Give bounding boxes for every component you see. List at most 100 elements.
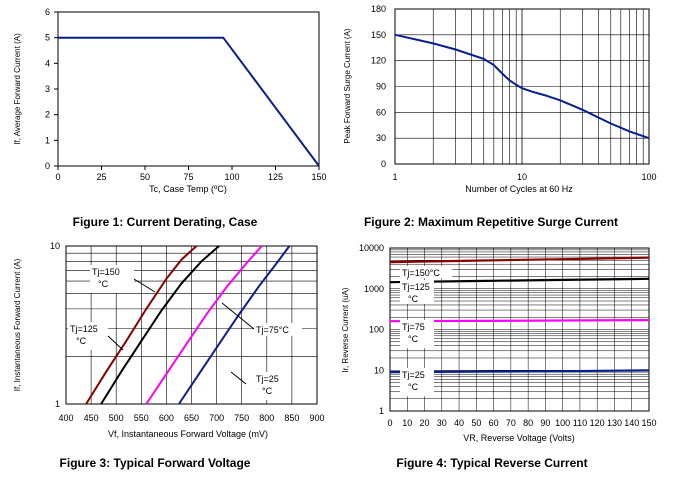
fig3-x-tick-label: 800 [259,413,274,423]
fig3-y-ticks: 1 10 [50,241,60,409]
fig2-y-tick-label: 180 [371,4,386,14]
fig1-x-tick-label: 0 [55,172,60,182]
fig3-annotation-2: Tj=125 [70,324,98,334]
fig3-caption: Figure 3: Typical Forward Voltage [60,456,251,470]
fig4-annotation-box-4 [400,368,434,396]
fig4-x-tick-label: 110 [573,418,587,428]
fig4-x-tick-label: 40 [454,418,464,428]
fig2-y-tick-label: 0 [381,159,386,169]
fig1-x-ticks: 0 25 50 75 100 125 150 [55,166,327,182]
fig3-annotation-box-3 [254,323,302,336]
fig1-y-tick-label: 6 [45,7,50,17]
fig4-x-tick-label: 70 [506,418,516,428]
fig3-annotations: Tj=150 °C Tj=125 °C Tj=75°C Tj=25 °C [68,265,302,400]
figure-2: 0 30 60 90 120 150 180 1 10 100 Number of Cycles… [343,4,657,229]
fig4-y-ticks: 1 10 100 1000 10000 [359,243,384,416]
fig2-y-tick-label: 120 [371,56,386,66]
fig3-annotation-4-unit: °C [262,386,273,396]
fig2-y-tick-label: 30 [376,133,386,143]
fig2-series [394,33,650,140]
fig3-series-line-2 [100,245,220,405]
fig3-x-tick-label: 550 [134,413,149,423]
fig4-x-ticks: 0 10 20 30 40 50 60 70 80 90 100 110 120 130 140 150 [387,418,656,428]
fig4-x-tick-label: 100 [555,418,570,428]
fig2-grid [395,8,649,165]
fig3-y-axis-label: If, Instantaneous Forward Current (A) [13,258,22,391]
fig3-x-axis-label: Vf, Instantaneous Forward Voltage (mV) [108,429,268,439]
fig4-y-tick-label: 100 [369,325,384,335]
fig2-x-tick-label: 1 [392,172,397,182]
fig4-y-axis-label: Ir, Reverse Current (uA) [341,287,350,372]
fig1-caption: Figure 1: Current Derating, Case [73,215,258,229]
fig2-y-axis-label: Peak Forward Surge Current (A) [343,28,352,143]
fig4-annotation-1: Tj=150°C [402,268,440,278]
fig1-series [58,36,320,167]
fig4-annotation-box-1 [400,266,452,278]
fig3-annotation-box-4 [254,372,288,400]
fig3-annotation-arrow-4 [230,371,247,385]
fig4-x-tick-label: 120 [590,418,605,428]
fig3-series-line-1 [85,245,198,405]
fig4-y-tick-label: 10 [374,365,384,375]
fig3-annotation-1: Tj=150 [92,267,120,277]
fig2-x-axis-label: Number of Cycles at 60 Hz [465,184,573,194]
fig1-y-tick-label: 2 [45,110,50,120]
fig1-y-ticks: 0 1 2 3 4 5 6 [45,7,58,171]
fig3-x-tick-label: 600 [159,413,174,423]
fig4-annotation-3-unit: °C [408,334,419,344]
fig3-annotation-2-unit: °C [76,336,87,346]
fig4-y-tick-label: 10000 [359,243,384,253]
fig4-x-tick-label: 150 [641,418,656,428]
fig2-y-tick-label: 90 [376,82,386,92]
fig1-y-tick-label: 3 [45,84,50,94]
fig4-x-tick-label: 60 [489,418,499,428]
fig3-x-tick-label: 650 [184,413,199,423]
fig4-annotation-2-unit: °C [408,294,419,304]
fig3-x-ticks: 400 450 500 550 600 650 700 750 800 850 900 [58,413,324,423]
fig3-x-tick-label: 400 [58,413,73,423]
fig4-x-tick-label: 80 [523,418,533,428]
fig4-x-tick-label: 140 [624,418,639,428]
fig2-y-tick-label: 150 [371,30,386,40]
fig4-y-tick-label: 1000 [364,284,384,294]
fig3-y-tick-label: 1 [55,399,60,409]
fig3-annotation-arrow-3 [221,302,255,330]
fig2-x-tick-label: 10 [517,172,527,182]
fig3-annotation-arrow-2 [107,335,124,351]
fig4-x-tick-label: 30 [437,418,447,428]
fig3-x-tick-label: 750 [234,413,249,423]
fig4-caption: Figure 4: Typical Reverse Current [396,456,587,470]
fig4-annotation-4: Tj=25 [402,370,425,380]
fig4-annotation-4-unit: °C [408,382,419,392]
fig4-x-tick-label: 130 [607,418,622,428]
fig2-caption: Figure 2: Maximum Repetitive Surge Curre… [364,215,618,229]
fig4-annotation-box-3 [400,320,434,348]
fig3-y-tick-label: 10 [50,241,60,251]
fig1-y-tick-label: 0 [45,161,50,171]
fig3-series [85,245,291,405]
figure-1: 0 1 2 3 4 5 6 0 25 50 75 100 125 150 Tc, Case Temp (… [13,7,327,229]
fig2-x-tick-label: 100 [641,172,656,182]
fig3-x-tick-label: 450 [84,413,99,423]
fig2-y-ticks: 0 30 60 90 120 150 180 [371,4,386,169]
fig2-y-tick-label: 60 [376,107,386,117]
fig1-series-line-1 [58,36,320,167]
fig1-plot-frame [57,11,320,167]
fig1-x-tick-label: 100 [224,172,239,182]
fig1-y-tick-label: 4 [45,58,50,68]
fig4-annotation-3: Tj=75 [402,322,425,332]
fig2-x-ticks: 1 10 100 [392,172,656,182]
fig1-y-tick-label: 1 [45,135,50,145]
fig3-x-tick-label: 500 [109,413,124,423]
fig4-x-tick-label: 90 [540,418,550,428]
fig3-annotation-1-unit: °C [98,279,109,289]
fig3-x-tick-label: 900 [309,413,324,423]
fig3-annotation-4: Tj=25 [256,374,279,384]
fig4-annotation-2: Tj=125 [402,282,430,292]
fig4-x-axis-label: VR, Reverse Voltage (Volts) [463,433,575,443]
fig4-series-line-1 [389,256,650,264]
figure-3: 1 10 400 450 500 550 600 650 700 750 800 850 900 Tj… [13,241,325,470]
fig1-x-tick-label: 150 [311,172,326,182]
